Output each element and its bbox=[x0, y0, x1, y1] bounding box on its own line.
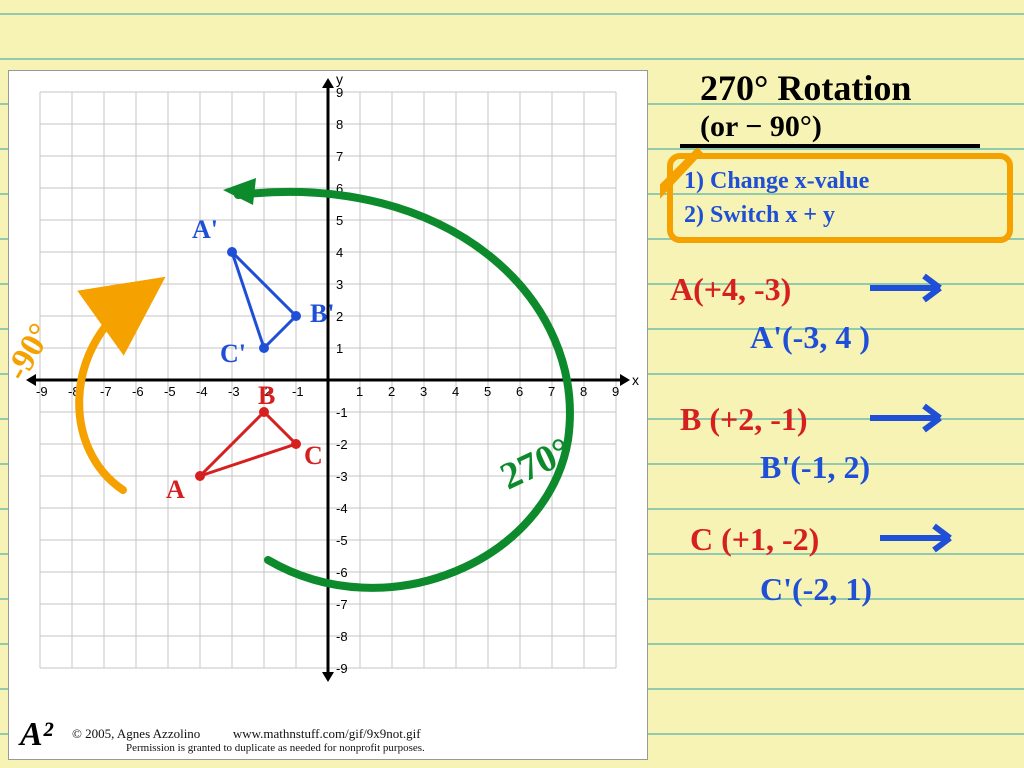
coordinate-grid-panel: xy-9-8-7-6-5-4-3-2-1123456789-9-8-7-6-5-… bbox=[8, 70, 648, 760]
page-root: xy-9-8-7-6-5-4-3-2-1123456789-9-8-7-6-5-… bbox=[0, 0, 1024, 768]
y-tick-label: -2 bbox=[336, 437, 348, 452]
x-tick-label: 8 bbox=[580, 384, 587, 399]
y-tick-label: -8 bbox=[336, 629, 348, 644]
x-tick-label: -5 bbox=[164, 384, 176, 399]
x-tick-label: -1 bbox=[292, 384, 304, 399]
x-tick-label: 5 bbox=[484, 384, 491, 399]
x-tick-label: 3 bbox=[420, 384, 427, 399]
x-tick-label: -3 bbox=[228, 384, 240, 399]
original-vertex bbox=[291, 439, 301, 449]
rule-line-1: 1) Change x-value bbox=[684, 168, 870, 194]
source-url: www.mathnstuff.com/gif/9x9not.gif bbox=[233, 726, 421, 741]
mapping-A-pre: A(+4, -3) bbox=[670, 271, 791, 307]
y-tick-label: 7 bbox=[336, 149, 343, 164]
x-tick-label: -8 bbox=[68, 384, 80, 399]
x-tick-label: 1 bbox=[356, 384, 363, 399]
x-tick-label: 2 bbox=[388, 384, 395, 399]
y-tick-label: -7 bbox=[336, 597, 348, 612]
x-tick-label: -7 bbox=[100, 384, 112, 399]
x-tick-label: 7 bbox=[548, 384, 555, 399]
y-tick-label: 4 bbox=[336, 245, 343, 260]
y-axis-arrow bbox=[322, 672, 334, 682]
x-tick-label: -9 bbox=[36, 384, 48, 399]
mapping-A-post: A'(-3, 4 ) bbox=[750, 319, 870, 355]
y-tick-label: 5 bbox=[336, 213, 343, 228]
image-label-B': B' bbox=[310, 299, 335, 328]
coordinate-grid: xy-9-8-7-6-5-4-3-2-1123456789-9-8-7-6-5-… bbox=[8, 70, 648, 710]
y-tick-label: 1 bbox=[336, 341, 343, 356]
y-tick-label: -9 bbox=[336, 661, 348, 676]
x-tick-label: -4 bbox=[196, 384, 208, 399]
y-tick-label: 2 bbox=[336, 309, 343, 324]
logo-a-squared: A² bbox=[20, 716, 53, 754]
y-tick-label: -1 bbox=[336, 405, 348, 420]
original-label-A: A bbox=[166, 475, 185, 504]
y-tick-label: 3 bbox=[336, 277, 343, 292]
x-axis-arrow bbox=[26, 374, 36, 386]
x-tick-label: 4 bbox=[452, 384, 459, 399]
copyright-text: © 2005, Agnes Azzolino bbox=[72, 726, 200, 741]
image-vertex bbox=[259, 343, 269, 353]
mapping-B-post: B'(-1, 2) bbox=[760, 449, 870, 485]
y-tick-label: 8 bbox=[336, 117, 343, 132]
image-label-C': C' bbox=[220, 339, 246, 368]
notes-panel: 270° Rotation (or − 90°) 1) Change x-val… bbox=[660, 70, 1020, 760]
notes-title: 270° Rotation bbox=[700, 70, 911, 108]
x-tick-label: 6 bbox=[516, 384, 523, 399]
y-tick-label: -3 bbox=[336, 469, 348, 484]
original-label-C: C bbox=[304, 441, 323, 470]
rule-line-2: 2) Switch x + y bbox=[684, 202, 835, 228]
notes-subtitle: (or − 90°) bbox=[700, 110, 822, 143]
mapping-B-pre: B (+2, -1) bbox=[680, 401, 808, 437]
attribution-block: © 2005, Agnes Azzolino www.mathnstuff.co… bbox=[72, 726, 425, 754]
y-tick-label: -5 bbox=[336, 533, 348, 548]
x-tick-label: -6 bbox=[132, 384, 144, 399]
y-axis-arrow bbox=[322, 78, 334, 88]
image-vertex bbox=[291, 311, 301, 321]
mapping-C-post: C'(-2, 1) bbox=[760, 571, 872, 607]
image-vertex bbox=[227, 247, 237, 257]
x-tick-label: 9 bbox=[612, 384, 619, 399]
x-axis-arrow bbox=[620, 374, 630, 386]
original-label-B: B bbox=[258, 381, 275, 410]
image-label-A': A' bbox=[192, 215, 218, 244]
mapping-C-pre: C (+1, -2) bbox=[690, 521, 819, 557]
y-tick-label: -6 bbox=[336, 565, 348, 580]
original-vertex bbox=[195, 471, 205, 481]
x-axis-label: x bbox=[632, 372, 639, 388]
y-tick-label: -4 bbox=[336, 501, 348, 516]
permission-text: Permission is granted to duplicate as ne… bbox=[126, 742, 425, 754]
notes-svg: 270° Rotation (or − 90°) 1) Change x-val… bbox=[660, 70, 1024, 760]
y-tick-label: 9 bbox=[336, 85, 343, 100]
y-tick-label: 6 bbox=[336, 181, 343, 196]
